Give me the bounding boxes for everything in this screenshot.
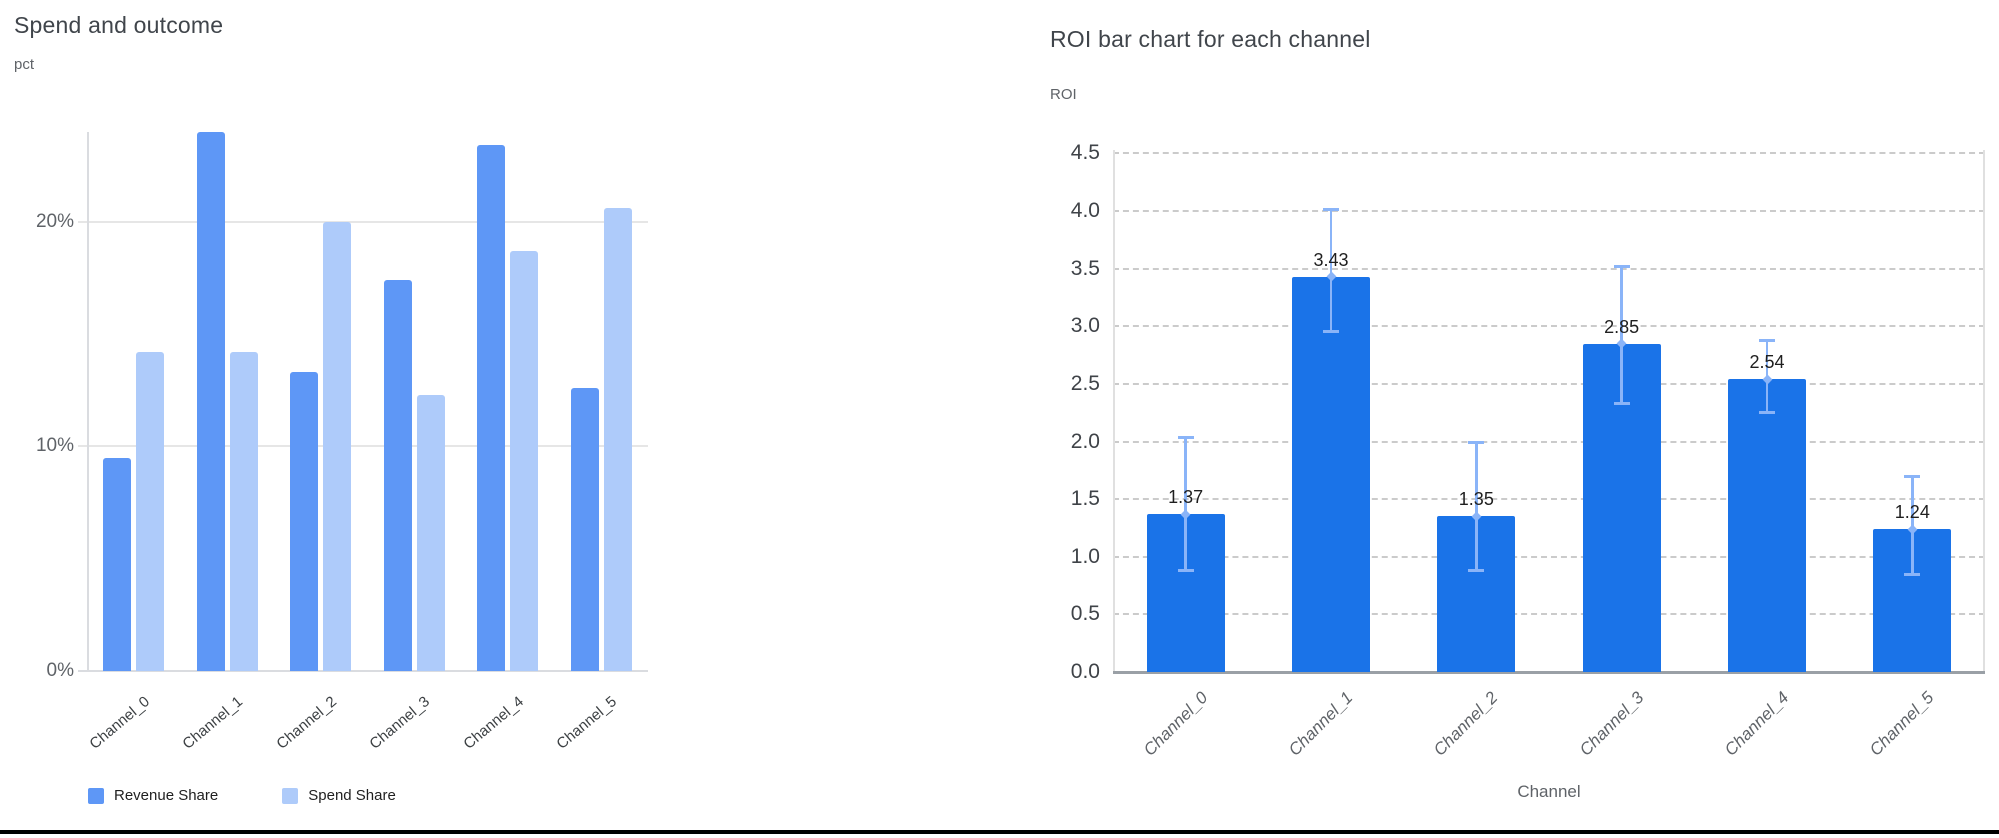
bar-revenue-share-channel_0 xyxy=(103,457,132,671)
gridline-20% xyxy=(78,220,648,223)
bar-revenue-share-channel_1 xyxy=(196,132,225,671)
error-cap-top-channel_4 xyxy=(1759,339,1775,343)
gridline-0.5 xyxy=(1113,613,1985,616)
gridline-4.5 xyxy=(1113,152,1985,155)
y-tick-label-20%: 20% xyxy=(35,210,74,232)
x-tick-label-channel_4: Channel_4 xyxy=(1720,688,1793,760)
roi-y-unit: ROI xyxy=(1050,86,1077,103)
y-tick-label-4.0: 4.0 xyxy=(1070,199,1100,223)
x-tick-label-channel_0: Channel_0 xyxy=(86,693,153,753)
bar-revenue-share-channel_5 xyxy=(570,388,599,671)
roi-chart-title: ROI bar chart for each channel xyxy=(1050,26,1371,52)
roi-x-axis-title: Channel xyxy=(1517,782,1581,801)
y-tick-label-2.0: 2.0 xyxy=(1070,429,1100,453)
spend-outcome-chart: Spend and outcome pct 0% 10% 20% Channel_0 C… xyxy=(0,0,720,838)
value-label-channel_1: 3.43 xyxy=(1313,249,1349,270)
spend-outcome-title: Spend and outcome xyxy=(14,12,224,38)
x-tick-label-channel_0: Channel_0 xyxy=(1139,688,1212,760)
bar-revenue-share-channel_3 xyxy=(383,280,412,671)
error-cap-bottom-channel_4 xyxy=(1759,410,1775,414)
y-tick-label-0%: 0% xyxy=(46,660,74,681)
legend: Revenue Share Spend Share xyxy=(88,787,396,804)
error-cap-bottom-channel_5 xyxy=(1904,573,1921,577)
gridline-2.5 xyxy=(1113,382,1985,385)
legend-label-spend-share: Spend Share xyxy=(308,787,396,804)
bar-spend-share-channel_0 xyxy=(136,352,165,671)
value-label-channel_4: 2.54 xyxy=(1749,352,1785,373)
y-tick-label-0.0: 0.0 xyxy=(1070,660,1100,683)
gridline-10% xyxy=(78,445,648,448)
legend-swatch-revenue-share xyxy=(88,787,104,804)
gridline-4.0 xyxy=(1113,210,1985,213)
y-tick-label-2.5: 2.5 xyxy=(1070,371,1100,395)
x-axis-baseline xyxy=(1113,671,1985,674)
y-tick-label-3.0: 3.0 xyxy=(1070,314,1100,338)
value-label-channel_5: 1.24 xyxy=(1894,502,1930,523)
bar-spend-share-channel_2 xyxy=(323,221,352,671)
x-tick-label-channel_3: Channel_3 xyxy=(366,693,434,753)
legend-swatch-spend-share xyxy=(282,787,299,804)
gridline-1.0 xyxy=(1113,555,1985,558)
bar-revenue-share-channel_4 xyxy=(477,145,506,671)
y-tick-label-1.0: 1.0 xyxy=(1070,544,1100,568)
gridline-2.0 xyxy=(1113,440,1985,443)
error-cap-bottom-channel_1 xyxy=(1323,330,1339,334)
bar-revenue-share-channel_2 xyxy=(290,372,319,671)
y-tick-label-4.5: 4.5 xyxy=(1070,141,1100,165)
roi-plot-area: 0.0 0.5 1.0 1.5 2.0 2.5 3.0 3.5 4.0 4.5 1.37 Channe… xyxy=(1071,141,1985,760)
value-label-channel_2: 1.35 xyxy=(1458,489,1494,510)
gridline-3.0 xyxy=(1113,325,1985,328)
error-cap-top-channel_3 xyxy=(1613,265,1630,269)
x-tick-label-channel_3: Channel_3 xyxy=(1575,688,1648,760)
x-tick-label-channel_5: Channel_5 xyxy=(1866,688,1938,760)
error-bar-channel_3 xyxy=(1620,266,1623,404)
y-axis-line xyxy=(87,132,89,671)
bar-roi-channel_1 xyxy=(1292,276,1370,672)
error-cap-bottom-channel_3 xyxy=(1613,401,1630,405)
value-label-channel_0: 1.37 xyxy=(1168,487,1204,508)
x-tick-label-channel_1: Channel_1 xyxy=(1284,688,1357,760)
x-tick-label-channel_4: Channel_4 xyxy=(460,693,527,753)
error-cap-bottom-channel_0 xyxy=(1177,568,1194,572)
spend-outcome-plot-area: 0% 10% 20% Channel_0 Channel_1 Channel_2 Chann… xyxy=(36,132,648,753)
legend-label-revenue-share: Revenue Share xyxy=(114,787,219,804)
bar-spend-share-channel_5 xyxy=(603,208,632,671)
gridline-0% xyxy=(78,670,648,672)
error-cap-top-channel_0 xyxy=(1177,435,1194,439)
value-label-channel_3: 2.85 xyxy=(1604,316,1640,337)
gridline-3.5 xyxy=(1113,267,1985,270)
error-bar-channel_2 xyxy=(1475,441,1478,571)
error-cap-top-channel_1 xyxy=(1323,207,1339,211)
error-cap-bottom-channel_2 xyxy=(1468,568,1485,572)
error-bar-channel_1 xyxy=(1329,208,1333,333)
error-cap-top-channel_5 xyxy=(1904,475,1921,479)
spend-outcome-y-unit: pct xyxy=(14,56,35,73)
gridline-1.5 xyxy=(1113,498,1985,501)
bottom-divider-rule xyxy=(0,830,1999,834)
plot-border-left xyxy=(1113,150,1115,672)
bar-spend-share-channel_3 xyxy=(416,394,445,671)
error-cap-top-channel_2 xyxy=(1468,440,1485,444)
bar-spend-share-channel_4 xyxy=(510,251,539,671)
bar-roi-channel_4 xyxy=(1728,379,1806,672)
y-tick-label-10%: 10% xyxy=(35,435,74,457)
x-tick-label-channel_2: Channel_2 xyxy=(1430,688,1502,760)
error-bar-channel_0 xyxy=(1184,436,1187,571)
x-tick-label-channel_2: Channel_2 xyxy=(273,693,340,753)
plot-border-right xyxy=(1983,150,1985,672)
y-tick-label-0.5: 0.5 xyxy=(1070,602,1100,626)
bar-spend-share-channel_1 xyxy=(229,352,258,671)
y-tick-label-1.5: 1.5 xyxy=(1070,487,1100,511)
roi-chart: ROI bar chart for each channel ROI 0.0 0.… xyxy=(1040,0,1999,838)
y-tick-label-3.5: 3.5 xyxy=(1070,256,1100,280)
x-tick-label-channel_1: Channel_1 xyxy=(179,693,247,753)
x-tick-label-channel_5: Channel_5 xyxy=(553,693,621,753)
